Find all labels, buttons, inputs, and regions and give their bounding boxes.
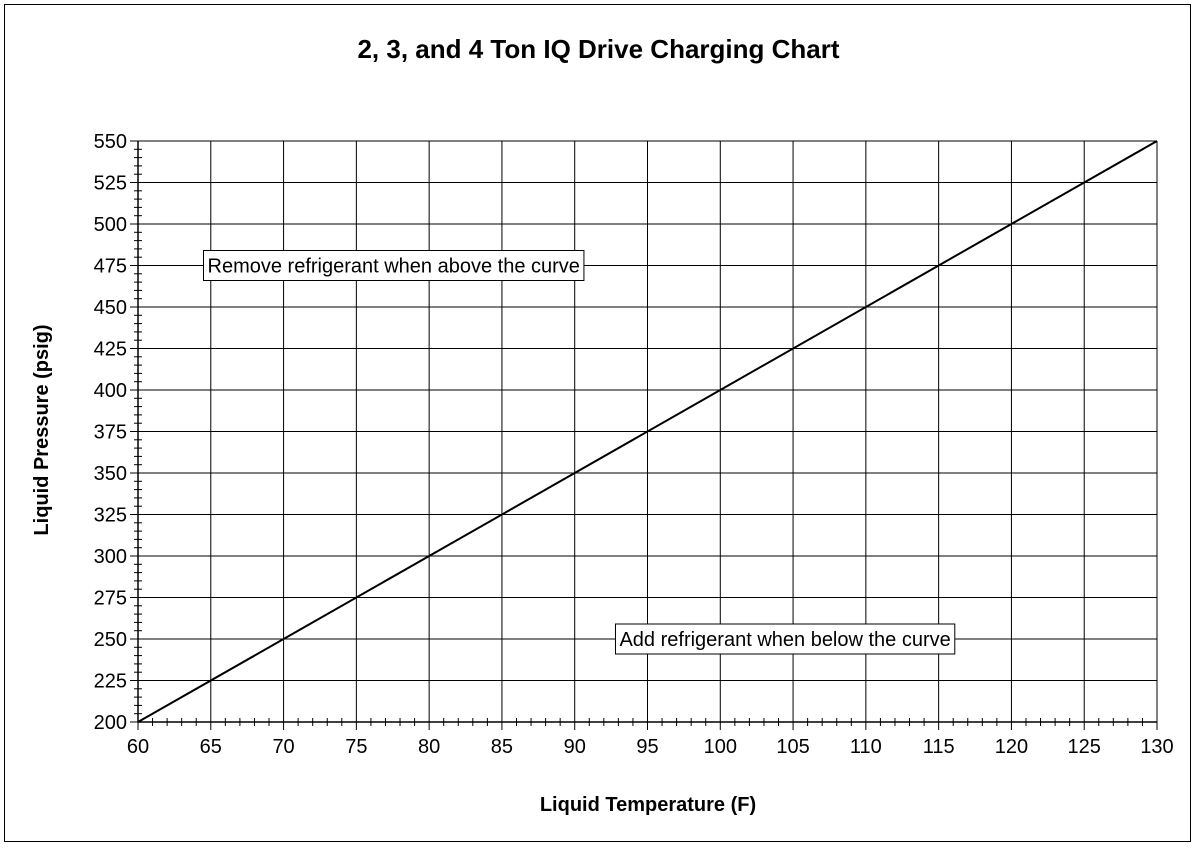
chart-title: 2, 3, and 4 Ton IQ Drive Charging Chart	[357, 34, 840, 64]
charging-curve-line	[137, 140, 1158, 723]
x-tick-label: 115	[923, 736, 955, 758]
x-tick-label: 105	[776, 736, 809, 758]
annotation-box: Remove refrigerant when above the curve	[203, 250, 585, 281]
y-tick-label: 275	[94, 588, 127, 610]
y-tick-label: 300	[94, 546, 127, 568]
y-tick-label: 400	[94, 380, 127, 402]
x-tick-label: 75	[345, 736, 367, 758]
x-tick-label: 85	[491, 736, 513, 758]
y-tick-label: 550	[94, 131, 127, 153]
annotation-frame	[614, 623, 956, 655]
y-tick-label: 200	[94, 712, 127, 734]
x-tick-label: 130	[1140, 736, 1173, 758]
x-tick-label: 80	[418, 736, 440, 758]
annotation-box: Add refrigerant when below the curve	[614, 623, 956, 655]
x-axis-label: Liquid Temperature (F)	[540, 794, 756, 816]
x-tick-label: 65	[200, 736, 222, 758]
annotation-frame	[203, 250, 585, 281]
x-tick-label: 110	[850, 736, 882, 758]
annotation-text: Add refrigerant when below the curve	[619, 629, 950, 651]
y-axis-label: Liquid Pressure (psig)	[31, 324, 53, 535]
x-tick-label: 90	[564, 736, 586, 758]
y-tick-label: 225	[94, 671, 127, 693]
x-tick-label: 100	[704, 736, 737, 758]
y-tick-label: 250	[94, 629, 127, 651]
x-tick-label: 95	[636, 736, 658, 758]
y-tick-label: 350	[94, 463, 127, 485]
y-tick-label: 525	[94, 173, 127, 195]
y-tick-label: 500	[94, 214, 127, 236]
annotation-text: Remove refrigerant when above the curve	[208, 256, 580, 278]
tick-labels: 60 65 70 75 80 85 90 95 100 105 110 115 120 125 130 200…	[94, 131, 1174, 758]
x-tick-label: 120	[995, 736, 1028, 758]
x-tick-label: 70	[272, 736, 294, 758]
y-tick-label: 425	[94, 339, 127, 361]
x-tick-label: 125	[1068, 736, 1101, 758]
series	[137, 140, 1158, 723]
major-ticks	[130, 140, 1158, 730]
x-tick-label: 60	[127, 736, 149, 758]
axes	[137, 141, 1157, 723]
y-tick-label: 475	[94, 256, 127, 278]
annotations: Remove refrigerant when above the curve A…	[203, 250, 956, 655]
y-tick-label: 325	[94, 505, 127, 527]
y-tick-label: 375	[94, 422, 127, 444]
chart-frame	[4, 4, 1191, 842]
y-tick-label: 450	[94, 297, 127, 319]
